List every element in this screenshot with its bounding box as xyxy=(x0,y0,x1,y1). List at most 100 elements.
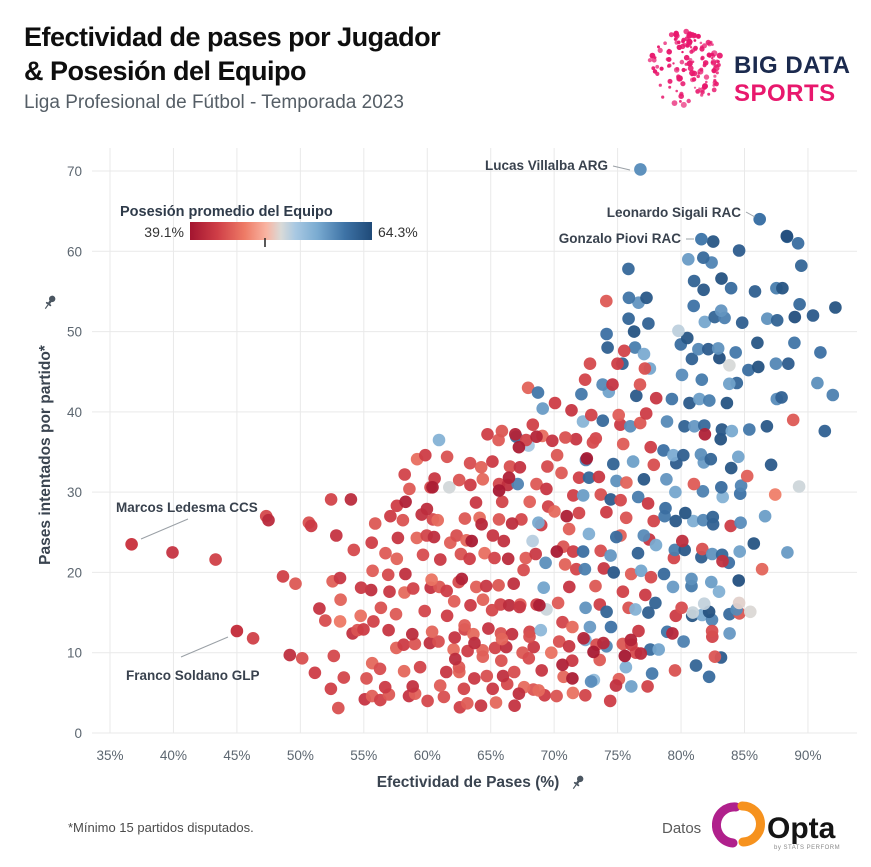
data-point xyxy=(720,396,734,410)
labeled-data-point xyxy=(634,163,647,176)
data-point xyxy=(533,599,546,612)
data-point xyxy=(578,562,592,576)
data-point xyxy=(732,450,745,464)
data-point xyxy=(330,529,343,542)
data-point xyxy=(209,553,222,566)
data-point xyxy=(666,627,679,640)
brand-name-line1: BIG DATA xyxy=(734,52,850,79)
data-point xyxy=(693,392,706,406)
data-point xyxy=(582,527,596,541)
data-point xyxy=(586,436,600,449)
data-point xyxy=(576,545,590,558)
x-tick-labels: 35% 40% 45% 50% 55% 60% 65% 70% 75% 80% 85% 90% xyxy=(96,748,821,763)
data-point xyxy=(397,664,411,678)
data-point xyxy=(769,357,783,371)
data-point xyxy=(716,554,729,568)
data-point xyxy=(702,670,716,684)
data-point xyxy=(696,485,710,498)
data-point xyxy=(505,627,519,641)
data-point xyxy=(682,252,695,266)
data-point xyxy=(566,686,580,700)
data-point xyxy=(677,635,690,648)
data-point xyxy=(620,476,633,489)
annotation-label: Marcos Ledesma CCS xyxy=(116,500,258,515)
data-point xyxy=(410,531,424,545)
data-point xyxy=(585,408,598,422)
data-point xyxy=(649,538,663,552)
y-tick-labels: 0 10 20 30 40 50 60 70 xyxy=(67,164,82,741)
data-point xyxy=(530,477,543,491)
data-point xyxy=(486,529,500,542)
data-point xyxy=(818,424,832,438)
data-point xyxy=(488,551,501,565)
data-point xyxy=(770,314,784,327)
data-point xyxy=(468,672,481,685)
data-point xyxy=(696,542,709,556)
svg-text:0: 0 xyxy=(74,726,82,741)
svg-text:35%: 35% xyxy=(96,748,123,763)
data-point xyxy=(629,603,642,616)
data-point xyxy=(519,551,533,565)
data-point xyxy=(523,495,536,509)
data-point xyxy=(642,606,655,619)
data-point xyxy=(308,666,322,680)
data-point xyxy=(536,402,549,415)
data-point xyxy=(657,567,671,581)
data-point xyxy=(476,593,490,606)
data-point xyxy=(667,448,680,462)
data-point xyxy=(715,481,728,494)
labeled-points xyxy=(125,163,766,638)
page-title-line2: & Posesión del Equipo xyxy=(24,56,307,86)
data-point xyxy=(600,327,613,341)
data-point xyxy=(505,517,519,530)
data-point xyxy=(502,599,516,612)
data-point xyxy=(418,604,432,618)
data-point xyxy=(791,237,805,250)
data-point xyxy=(513,461,527,474)
svg-text:Posesión promedio del Equipo: Posesión promedio del Equipo xyxy=(120,204,333,220)
data-point xyxy=(604,493,617,506)
data-point xyxy=(464,599,477,612)
data-point xyxy=(748,285,762,298)
data-point xyxy=(624,633,638,647)
data-point xyxy=(469,496,483,509)
data-point xyxy=(758,509,772,523)
data-point xyxy=(687,274,701,288)
data-point xyxy=(495,654,508,667)
data-point xyxy=(391,531,405,545)
svg-text:30: 30 xyxy=(67,485,82,500)
data-point xyxy=(594,544,607,558)
data-point xyxy=(689,659,703,672)
data-point xyxy=(723,377,736,391)
data-point xyxy=(531,386,545,399)
data-point xyxy=(304,519,318,533)
svg-text:80%: 80% xyxy=(668,748,695,763)
svg-text:50%: 50% xyxy=(287,748,314,763)
data-point xyxy=(647,514,660,528)
data-point xyxy=(383,585,396,598)
data-point xyxy=(597,636,610,650)
data-point xyxy=(732,596,746,610)
data-point xyxy=(698,315,712,329)
data-point xyxy=(632,624,645,638)
data-point xyxy=(711,342,725,355)
data-point xyxy=(548,505,561,518)
data-point xyxy=(333,615,347,628)
data-point xyxy=(702,342,715,356)
data-point xyxy=(826,388,840,402)
data-point xyxy=(526,534,539,548)
data-point xyxy=(416,548,430,562)
data-point xyxy=(641,497,655,510)
data-point xyxy=(624,567,638,581)
data-point xyxy=(712,585,726,598)
data-point xyxy=(618,649,632,663)
data-point xyxy=(566,620,579,634)
opta-logo: Opta by STATS PERFORM xyxy=(712,801,840,851)
data-point xyxy=(657,444,670,457)
annotation-label: Franco Soldano GLP xyxy=(126,668,260,683)
data-point xyxy=(374,601,388,615)
data-point xyxy=(381,568,395,582)
opta-wordmark: Opta xyxy=(767,812,836,845)
data-point xyxy=(461,697,474,710)
